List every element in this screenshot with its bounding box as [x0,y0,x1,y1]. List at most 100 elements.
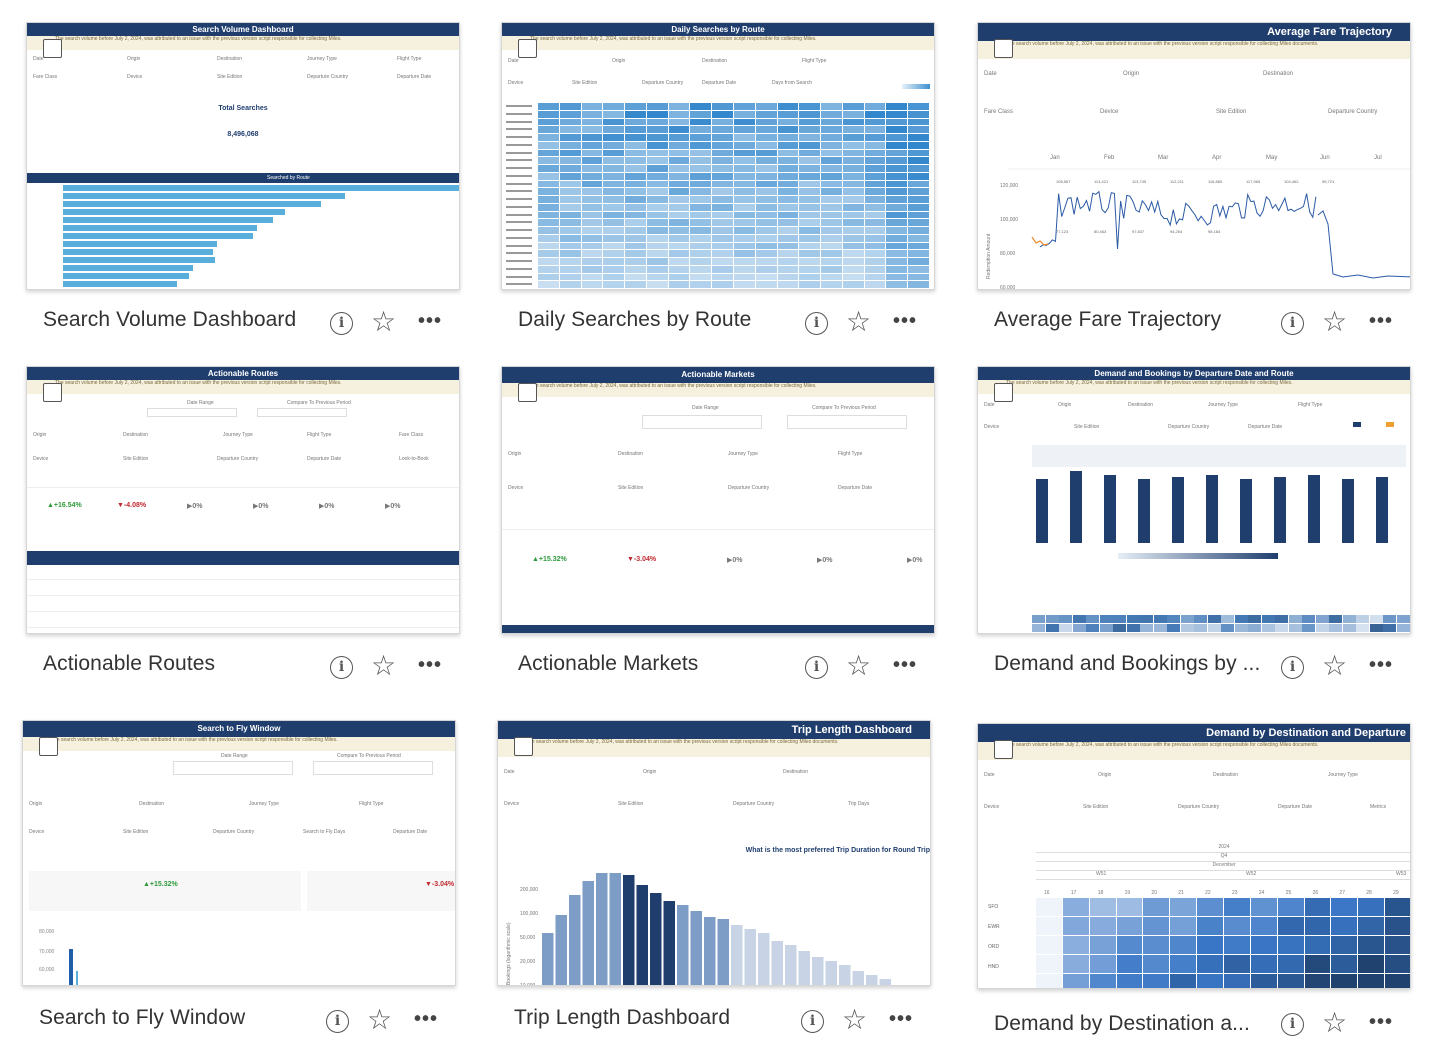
select-checkbox[interactable] [514,737,533,756]
heat-cell [821,242,842,250]
heat-cell [581,157,603,164]
heat-cell [777,258,799,265]
info-icon[interactable]: i [1281,1013,1304,1036]
route-label [506,244,532,247]
card-title[interactable]: Search Volume Dashboard [43,308,297,331]
dashboard-card-search-volume: Search Volume Dashboard The search volum… [26,22,496,352]
heat-cell [1170,955,1197,973]
heat-cell [1045,615,1059,623]
select-checkbox[interactable] [43,383,62,402]
notice-banner: The search volume before July 2, 2024, w… [978,41,1410,59]
card-title[interactable]: Demand and Bookings by ... [994,652,1261,675]
heat-cell [886,103,908,110]
more-options-icon[interactable]: ••• [414,1008,439,1030]
card-title[interactable]: Actionable Markets [518,652,699,675]
select-checkbox[interactable] [518,383,537,402]
star-icon[interactable]: ☆ [367,1004,393,1035]
select-checkbox[interactable] [43,39,62,58]
card-title[interactable]: Demand by Destination a... [994,1012,1250,1035]
day-label: 29 [1393,890,1399,896]
heat-cell [777,227,799,234]
star-icon[interactable]: ☆ [1322,1007,1348,1038]
heat-cell [1089,898,1116,916]
info-icon[interactable]: i [1281,656,1304,679]
heat-cell [1342,624,1356,632]
thumbnail-daily-searches[interactable]: Daily Searches by Route The search volum… [501,22,935,290]
info-icon[interactable]: i [805,656,828,679]
star-icon[interactable]: ☆ [1322,306,1348,337]
heat-cell [1224,955,1250,973]
thumbnail-header: Trip Length Dashboard [498,721,930,739]
heat-cell [538,211,559,219]
week-label: W52 [1246,871,1257,877]
heat-cell [864,141,886,149]
star-icon[interactable]: ☆ [371,650,397,681]
heat-cell [755,110,777,118]
info-icon[interactable]: i [330,312,353,335]
heat-cell [1396,624,1410,632]
more-options-icon[interactable]: ••• [418,654,443,676]
more-options-icon[interactable]: ••• [1369,310,1394,332]
more-options-icon[interactable]: ••• [893,310,918,332]
route-bar [63,281,177,287]
heat-cell [1099,615,1113,623]
more-options-icon[interactable]: ••• [889,1008,914,1030]
heat-cell [821,265,842,273]
heat-cell [864,110,886,118]
heat-cell [581,234,603,242]
star-icon[interactable]: ☆ [846,650,872,681]
search-to-fly-chart: 80,000 70,000 60,000 [23,921,455,985]
y-tick: 70,000 [39,949,55,955]
thumbnail-demand-bookings[interactable]: Demand and Bookings by Departure Date an… [977,366,1411,634]
heat-cell [821,126,842,133]
heat-cell [1143,898,1170,916]
star-icon[interactable]: ☆ [371,306,397,337]
heat-cell [734,211,755,219]
card-title[interactable]: Search to Fly Window [39,1006,246,1029]
info-icon[interactable]: i [326,1010,349,1033]
heat-cell [777,110,799,118]
heat-cell [1167,624,1180,632]
thumbnail-actionable-routes[interactable]: Actionable Routes The search volume befo… [26,366,460,634]
heat-cell [799,211,821,219]
select-checkbox[interactable] [994,740,1013,759]
heat-cell [581,134,603,141]
heat-cell [864,234,886,242]
more-options-icon[interactable]: ••• [418,310,443,332]
thumbnail-demand-destination[interactable]: Demand by Destination and Departure The … [977,723,1411,989]
thumbnail-actionable-markets[interactable]: Actionable Markets The search volume bef… [501,366,935,634]
star-icon[interactable]: ☆ [842,1004,868,1035]
card-title[interactable]: Trip Length Dashboard [514,1006,731,1029]
info-icon[interactable]: i [805,312,828,335]
chart-question: What is the most preferred Trip Duration… [745,847,930,854]
card-title[interactable]: Actionable Routes [43,652,216,675]
heat-cell [1304,936,1331,954]
select-checkbox[interactable] [994,383,1013,402]
info-icon[interactable]: i [330,656,353,679]
star-icon[interactable]: ☆ [846,306,872,337]
select-checkbox[interactable] [39,737,58,756]
heat-cell [799,227,821,234]
thumbnail-search-volume[interactable]: Search Volume Dashboard The search volum… [26,22,460,290]
thumbnail-trip-length[interactable]: Trip Length Dashboard The search volume … [497,720,931,986]
heat-cell [712,203,733,211]
more-options-icon[interactable]: ••• [893,654,918,676]
more-options-icon[interactable]: ••• [1369,654,1394,676]
more-options-icon[interactable]: ••• [1369,1011,1394,1033]
star-icon[interactable]: ☆ [1322,650,1348,681]
info-icon[interactable]: i [1281,312,1304,335]
select-checkbox[interactable] [994,39,1013,58]
route-label [506,283,532,286]
heat-cell [690,258,712,265]
heat-cell [1250,974,1277,988]
thumbnail-average-fare[interactable]: Average Fare Trajectory The search volum… [977,22,1411,290]
card-title[interactable]: Daily Searches by Route [518,308,752,331]
heat-cell [646,149,668,157]
heat-cell [1358,955,1385,973]
card-title[interactable]: Average Fare Trajectory [994,308,1222,331]
info-icon[interactable]: i [801,1010,824,1033]
select-checkbox[interactable] [518,39,537,58]
heat-cell [668,126,690,133]
thumbnail-search-to-fly[interactable]: Search to Fly Window The search volume b… [22,720,456,986]
thumbnail-header: Demand by Destination and Departure [978,724,1410,742]
